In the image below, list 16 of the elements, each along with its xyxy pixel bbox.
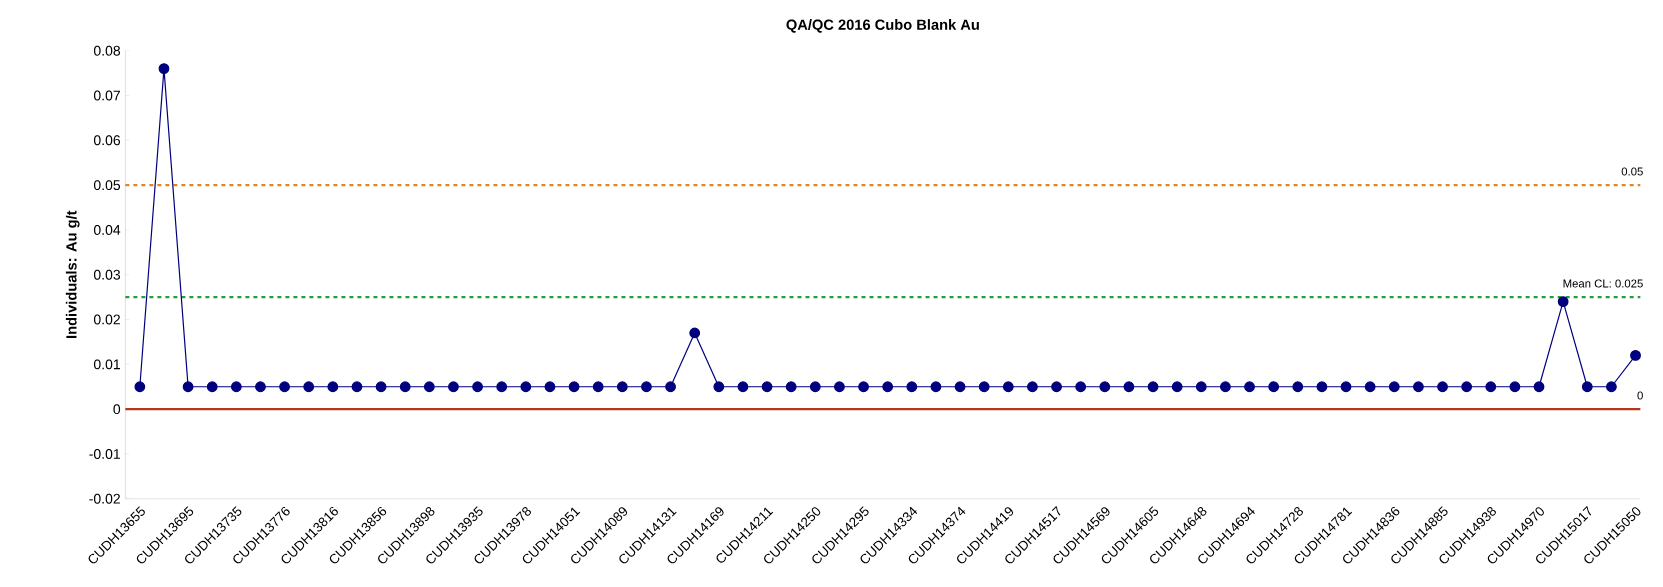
y-tick-label: 0.07 (93, 90, 120, 101)
y-tick-label: 0.04 (93, 225, 121, 235)
y-axis-title: Individuals: Au g/t (65, 210, 80, 339)
y-tick-label: 0.02 (93, 314, 120, 325)
y-tick-label: 0.03 (93, 269, 121, 280)
ref-line-label: Mean CL: 0.025 (1563, 279, 1643, 288)
ref-line-label: 0 (1637, 391, 1643, 400)
y-tick-label: 0 (113, 404, 121, 415)
y-tick-label: 0.06 (93, 135, 121, 146)
ref-line-label: 0.05 (1621, 167, 1643, 176)
y-tick-label: -0.01 (89, 449, 120, 460)
chart-title: QA/QC 2016 Cubo Blank Au (786, 19, 979, 33)
y-tick-label: 0.05 (93, 180, 121, 191)
y-tick-label: 0.08 (93, 45, 121, 56)
y-tick-label: -0.02 (89, 493, 120, 504)
y-tick-label: 0.01 (93, 359, 120, 370)
